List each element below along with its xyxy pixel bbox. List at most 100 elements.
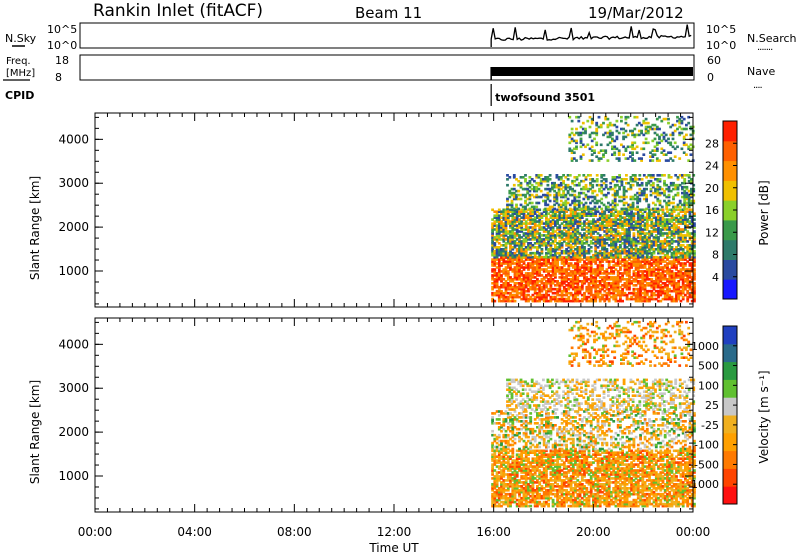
heatmap-cell	[585, 238, 589, 241]
heatmap-cell	[585, 212, 589, 215]
heatmap-cell	[684, 251, 687, 255]
heatmap-cell	[652, 228, 656, 231]
heatmap-cell	[672, 240, 676, 243]
heatmap-cell	[578, 251, 582, 255]
heatmap-cell	[535, 185, 539, 189]
heatmap-cell	[601, 251, 604, 255]
heatmap-cell	[597, 151, 601, 154]
heatmap-cell	[513, 471, 517, 474]
heatmap-cell	[518, 268, 521, 271]
heatmap-cell	[615, 135, 619, 139]
heatmap-cell	[623, 248, 627, 251]
heatmap-cell	[564, 199, 568, 203]
heatmap-cell	[643, 222, 647, 225]
heatmap-cell	[605, 230, 609, 233]
heatmap-cell	[513, 216, 517, 219]
heatmap-cell	[558, 216, 562, 219]
heatmap-cell	[628, 266, 631, 269]
heatmap-cell	[632, 212, 636, 215]
heatmap-cell	[636, 260, 640, 263]
heatmap-cell	[562, 193, 565, 197]
heatmap-cell	[545, 258, 548, 261]
heatmap-cell	[497, 455, 501, 458]
heatmap-cell	[676, 193, 680, 197]
heatmap-cell	[518, 272, 521, 275]
heatmap-cell	[497, 471, 501, 474]
heatmap-cell	[579, 131, 583, 135]
heatmap-cell	[520, 236, 524, 239]
heatmap-cell	[545, 268, 548, 271]
heatmap-cell	[513, 465, 517, 468]
heatmap-cell	[668, 297, 672, 301]
heatmap-cell	[670, 272, 674, 275]
heatmap-cell	[504, 502, 508, 506]
heatmap-cell	[495, 218, 499, 221]
heatmap-cell	[616, 272, 620, 275]
heatmap-cell	[557, 187, 561, 191]
heatmap-cell	[497, 272, 501, 275]
heatmap-cell	[614, 293, 618, 297]
heatmap-cell	[529, 248, 533, 251]
heatmap-cell	[613, 193, 617, 197]
heatmap-cell	[586, 195, 590, 199]
heatmap-cell	[645, 299, 649, 303]
heatmap-cell	[562, 189, 565, 193]
heatmap-cell	[686, 246, 690, 249]
heatmap-cell	[504, 249, 508, 253]
heatmap-cell	[565, 244, 568, 247]
heatmap-cell	[589, 258, 593, 261]
heatmap-cell	[625, 214, 629, 217]
heatmap-cell	[677, 289, 681, 293]
heatmap-cell	[538, 242, 542, 245]
y-tick-label: 4000	[58, 132, 89, 146]
heatmap-cell	[511, 218, 515, 221]
heatmap-cell	[506, 216, 510, 219]
heatmap-cell	[650, 218, 654, 221]
heatmap-cell	[624, 115, 628, 119]
heatmap-cell	[538, 494, 542, 498]
heatmap-cell	[554, 222, 557, 225]
heatmap-cell	[598, 299, 602, 303]
heatmap-cell	[613, 178, 617, 181]
heatmap-cell	[612, 234, 616, 237]
heatmap-cell	[650, 230, 654, 233]
heatmap-cell	[565, 218, 568, 221]
heatmap-cell	[502, 255, 506, 259]
heatmap-cell	[623, 242, 627, 245]
heatmap-cell	[540, 274, 544, 277]
heatmap-cell	[549, 242, 553, 245]
heatmap-cell	[672, 232, 676, 235]
heatmap-cell	[631, 207, 635, 211]
heatmap-cell	[621, 224, 624, 227]
heatmap-cell	[607, 216, 611, 219]
heatmap-cell	[506, 199, 509, 203]
heatmap-cell	[647, 205, 651, 209]
heatmap-cell	[524, 289, 528, 293]
heatmap-cell	[524, 297, 528, 301]
heatmap-cell	[668, 289, 672, 293]
heatmap-cell	[676, 145, 679, 149]
heatmap-cell	[616, 193, 619, 197]
heatmap-cell	[538, 502, 542, 506]
heatmap-cell	[665, 205, 669, 209]
heatmap-cell	[627, 203, 630, 207]
heatmap-cell	[500, 465, 503, 468]
heatmap-cell	[666, 251, 669, 255]
heatmap-cell	[551, 295, 555, 299]
heatmap-cell	[589, 240, 593, 243]
heatmap-cell	[682, 135, 686, 139]
heatmap-cell	[654, 289, 658, 293]
heatmap-cell	[606, 117, 610, 121]
heatmap-cell	[515, 244, 519, 247]
heatmap-cell	[603, 224, 607, 227]
heatmap-cell	[587, 270, 591, 273]
heatmap-cell	[520, 504, 524, 508]
heatmap-cell	[538, 280, 542, 283]
heatmap-cell	[506, 220, 510, 223]
heatmap-cell	[693, 232, 696, 235]
heatmap-cell	[524, 496, 528, 500]
heatmap-cell	[509, 255, 512, 259]
heatmap-cell	[493, 244, 497, 247]
heatmap-cell	[511, 260, 515, 263]
heatmap-cell	[538, 475, 542, 478]
